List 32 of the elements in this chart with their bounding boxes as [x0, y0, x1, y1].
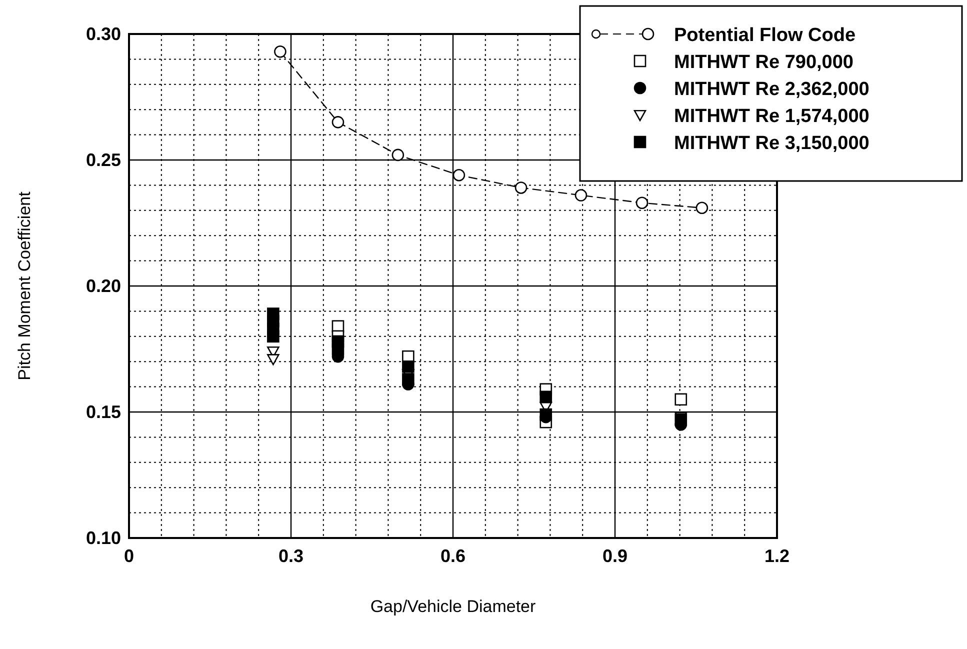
point — [540, 390, 552, 404]
point — [574, 189, 588, 202]
x-tick-label: 1.2 — [764, 546, 790, 566]
point — [402, 373, 414, 386]
point — [274, 45, 286, 58]
x-axis-title: Gap/Vehicle Diameter — [370, 597, 536, 616]
legend-label: MITHWT Re 790,000 — [674, 52, 854, 73]
point — [267, 354, 280, 366]
y-tick-label: 0.20 — [86, 276, 121, 296]
y-tick-label: 0.10 — [86, 528, 121, 548]
x-tick-label: 0.3 — [278, 546, 304, 566]
x-tick-label: 0 — [124, 546, 134, 566]
y-tick-label: 0.30 — [86, 24, 121, 44]
x-tick-label: 0.9 — [602, 546, 628, 566]
point — [332, 116, 344, 128]
legend-label: MITHWT Re 2,362,000 — [674, 79, 870, 100]
point — [674, 393, 688, 406]
point — [636, 196, 648, 209]
point — [452, 168, 466, 182]
legend-label: Potential Flow Code — [674, 25, 856, 46]
x-tick-label: 0.6 — [440, 546, 466, 566]
y-tick-label: 0.25 — [86, 150, 121, 170]
point — [514, 182, 528, 194]
point — [696, 202, 708, 214]
point — [267, 330, 280, 343]
legend-label: MITHWT Re 3,150,000 — [674, 133, 870, 154]
point — [392, 148, 404, 162]
y-tick-label: 0.15 — [86, 402, 121, 422]
legend-label: MITHWT Re 1,574,000 — [674, 106, 870, 127]
point — [540, 408, 552, 421]
y-axis-title: Pitch Moment Coefficient — [15, 191, 34, 380]
point — [402, 360, 414, 373]
